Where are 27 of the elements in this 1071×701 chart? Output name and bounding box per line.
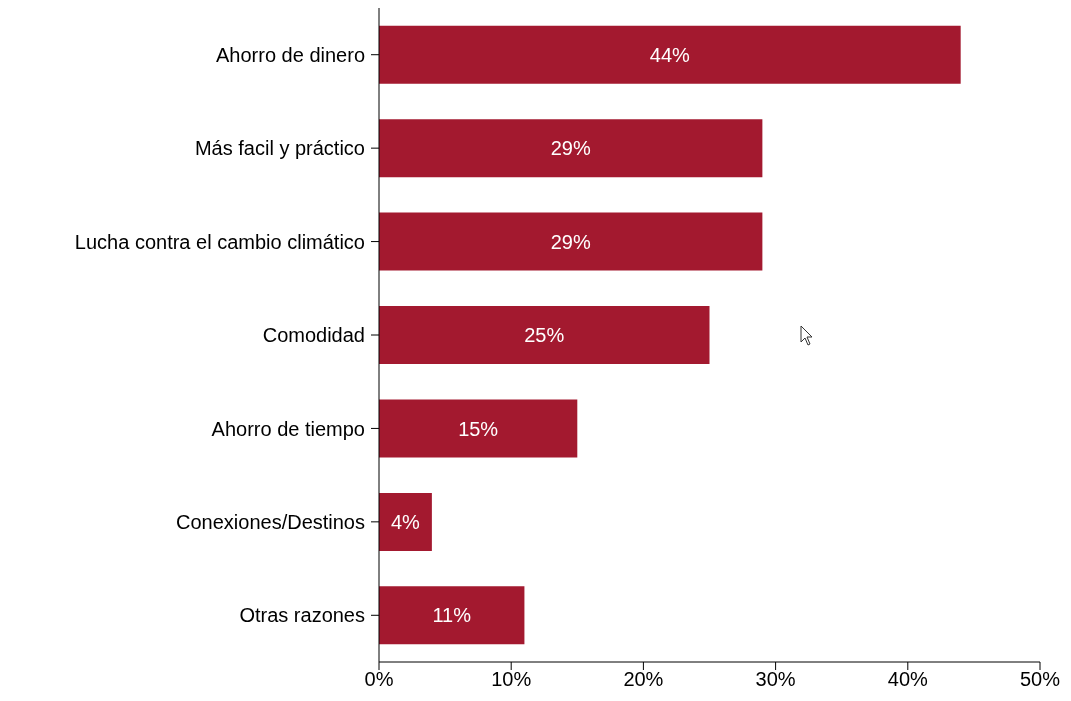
bar bbox=[379, 119, 763, 178]
x-tick-label: 0% bbox=[364, 668, 394, 691]
data-label: 29% bbox=[550, 137, 591, 160]
y-tick-label: Más facil y práctico bbox=[194, 137, 365, 160]
y-tick-label: Otras razones bbox=[239, 604, 365, 627]
x-tick-label: 40% bbox=[887, 668, 929, 691]
data-label: 15% bbox=[458, 417, 499, 440]
data-label: 29% bbox=[550, 230, 591, 253]
y-tick-label: Ahorro de dinero bbox=[216, 43, 365, 66]
bar bbox=[379, 25, 961, 84]
data-label: 25% bbox=[524, 324, 565, 347]
x-tick-label: 50% bbox=[1019, 668, 1061, 691]
bar bbox=[379, 212, 763, 271]
bar bbox=[379, 306, 710, 365]
data-label: 44% bbox=[649, 43, 691, 66]
y-tick-label: Ahorro de tiempo bbox=[211, 417, 365, 440]
data-label: 11% bbox=[432, 604, 472, 627]
bar bbox=[379, 586, 525, 645]
bar bbox=[379, 399, 578, 458]
x-tick-label: 30% bbox=[755, 668, 796, 691]
y-tick-label: Lucha contra el cambio climático bbox=[74, 230, 365, 253]
y-tick-label: Conexiones/Destinos bbox=[176, 510, 365, 533]
x-tick-label: 20% bbox=[623, 668, 664, 691]
bar bbox=[379, 492, 432, 551]
x-tick-label: 10% bbox=[491, 668, 532, 691]
data-label: 4% bbox=[390, 510, 421, 533]
y-tick-label: Comodidad bbox=[262, 324, 365, 347]
